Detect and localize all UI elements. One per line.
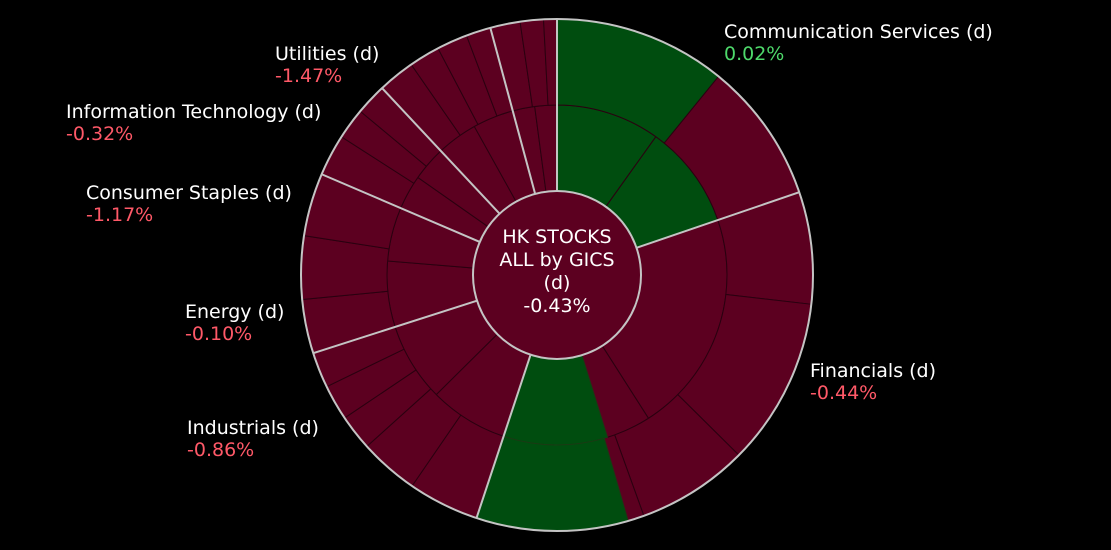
sector-change: -0.86% <box>187 439 255 461</box>
center-title-line3: (d) <box>543 272 571 294</box>
sector-change: -0.32% <box>66 123 134 145</box>
sector-name: Industrials (d) <box>187 417 319 439</box>
sector-label-information-technology[interactable]: Information Technology (d) -0.32% <box>66 101 321 145</box>
center-disc <box>472 190 642 360</box>
sector-separator <box>475 354 532 519</box>
sector-change: -1.47% <box>275 65 343 87</box>
sector-label-utilities[interactable]: Utilities (d) -1.47% <box>275 43 379 87</box>
sector-label-industrials[interactable]: Industrials (d) -0.86% <box>187 417 319 461</box>
sector-label-energy[interactable]: Energy (d) -0.10% <box>185 301 284 345</box>
sector-change: -1.17% <box>86 204 154 226</box>
outer-ring-border <box>300 18 814 532</box>
sector-change: 0.02% <box>724 43 785 65</box>
sector-name: Financials (d) <box>810 360 937 382</box>
sector-label-consumer-staples[interactable]: Consumer Staples (d) -1.17% <box>86 182 292 226</box>
sector-separator <box>489 27 537 195</box>
center-label: HK STOCKS ALL by GICS (d) -0.43% <box>477 226 637 318</box>
sector-name: Energy (d) <box>185 301 285 323</box>
sector-label-financials[interactable]: Financials (d) -0.44% <box>810 360 936 404</box>
sector-change: -0.44% <box>810 382 878 404</box>
sector-label-communication-services[interactable]: Communication Services (d) 0.02% <box>724 21 993 65</box>
center-title-line1: HK STOCKS <box>502 226 612 248</box>
sector-separator <box>636 191 800 249</box>
sector-name: Information Technology (d) <box>66 101 322 123</box>
sector-name: Utilities (d) <box>275 43 380 65</box>
sector-separator <box>381 87 501 215</box>
sector-name: Communication Services (d) <box>724 21 993 43</box>
center-change: -0.43% <box>523 295 591 317</box>
sector-change: -0.10% <box>185 323 253 345</box>
sector-name: Consumer Staples (d) <box>86 182 292 204</box>
sector-separator <box>312 299 478 355</box>
sector-separator <box>321 173 481 243</box>
center-title-line2: ALL by GICS <box>499 249 615 271</box>
